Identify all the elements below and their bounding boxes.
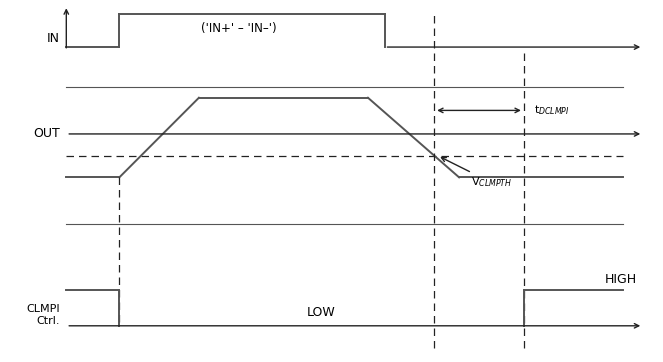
Text: HIGH: HIGH bbox=[605, 273, 636, 286]
Text: CLMPI
Ctrl.: CLMPI Ctrl. bbox=[26, 304, 60, 326]
Text: t$_{DCLMPI}$: t$_{DCLMPI}$ bbox=[534, 104, 570, 117]
Text: V$_{CLMPTH}$: V$_{CLMPTH}$ bbox=[442, 157, 512, 189]
Text: ('IN+' – 'IN–'): ('IN+' – 'IN–') bbox=[201, 22, 276, 35]
Text: LOW: LOW bbox=[307, 306, 336, 319]
Text: IN: IN bbox=[46, 32, 60, 45]
Text: OUT: OUT bbox=[33, 127, 60, 140]
